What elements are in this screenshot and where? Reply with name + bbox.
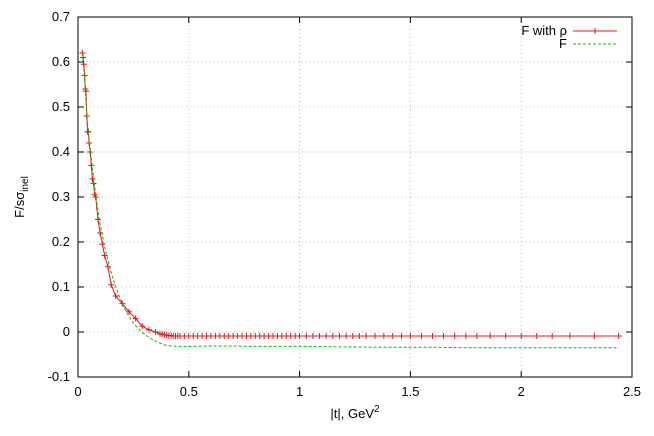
- series-0-point: [316, 333, 323, 340]
- series-0-point: [429, 333, 436, 340]
- series-0-point: [533, 333, 540, 340]
- y-tick-label: 0.6: [52, 54, 70, 69]
- y-axis-label-base: F/s: [12, 199, 27, 218]
- y-axis-label-sigma: σ: [12, 192, 27, 200]
- series-0-point: [108, 281, 115, 288]
- legend-label-f: F: [559, 36, 567, 51]
- series-0-point: [152, 329, 159, 335]
- series-line-1: [81, 52, 619, 349]
- series-0-point: [125, 308, 132, 315]
- series-0-point: [363, 333, 370, 340]
- series-0-point: [101, 252, 108, 259]
- axis-ticks: 0 0.5 1 1.5 2 2.5 -0.1 0 0.1 0.2 0.3 0.4 0.5 0.6 0.7: [48, 9, 641, 399]
- series-0-point: [487, 333, 494, 340]
- y-tick-label: 0.1: [52, 279, 70, 294]
- series-0-point: [371, 333, 378, 340]
- series-0-point: [119, 300, 126, 307]
- legend-label-f-with-rho: F with ρ: [521, 23, 567, 38]
- series-0-point: [343, 333, 350, 340]
- y-tick-label: 0.5: [52, 99, 70, 114]
- series-0-point: [398, 333, 405, 340]
- series-0-point: [303, 333, 310, 340]
- y-tick-label: 0.4: [52, 144, 70, 159]
- x-axis-label-superscript: 2: [374, 404, 380, 415]
- series-0-point: [418, 333, 425, 340]
- series-0-point: [88, 162, 95, 169]
- legend: F with ρ F: [521, 23, 617, 51]
- series-0-point: [380, 333, 387, 340]
- series-0-point: [591, 333, 598, 340]
- series-0-point: [132, 315, 139, 322]
- x-tick-label: 1: [296, 384, 303, 399]
- series-0-point: [407, 333, 414, 340]
- series-0-point: [112, 293, 119, 299]
- x-axis-label-base: |t|, GeV: [330, 406, 374, 421]
- y-tick-label: -0.1: [48, 369, 70, 384]
- y-tick-label: 0: [63, 324, 70, 339]
- x-tick-label: 2.5: [623, 384, 641, 399]
- series-0-point: [89, 176, 96, 182]
- series-0-point: [139, 323, 146, 330]
- series-layer: [79, 50, 622, 349]
- y-axis-label: F/sσinel: [12, 176, 31, 218]
- grid-lines: [78, 17, 632, 377]
- y-axis-label-subscript: inel: [20, 176, 31, 192]
- x-tick-label: 0.5: [180, 384, 198, 399]
- series-0-point: [615, 333, 622, 340]
- y-tick-label: 0.3: [52, 189, 70, 204]
- series-0-point: [549, 333, 556, 340]
- y-tick-label: 0.7: [52, 9, 70, 24]
- series-0-point: [94, 216, 101, 223]
- series-0-point: [309, 333, 316, 340]
- series-0-point: [356, 333, 363, 340]
- series-0-point: [329, 333, 336, 340]
- legend-marker-f-with-rho: [592, 28, 598, 34]
- series-0-point: [145, 326, 152, 333]
- series-0-point: [296, 333, 303, 340]
- series-0-point: [336, 333, 343, 340]
- x-tick-label: 0: [74, 384, 81, 399]
- series-0-point: [566, 333, 573, 340]
- series-0-point: [462, 333, 469, 340]
- series-0-point: [389, 333, 396, 340]
- series-0-point: [323, 333, 330, 340]
- series-0-point: [451, 333, 458, 340]
- series-0-point: [502, 333, 509, 340]
- series-0-point: [473, 333, 480, 340]
- series-0-point: [349, 333, 356, 340]
- x-tick-label: 2: [518, 384, 525, 399]
- series-0-point: [518, 333, 525, 340]
- series-0-point: [82, 88, 89, 95]
- series-0-point: [90, 180, 97, 187]
- x-tick-label: 1.5: [401, 384, 419, 399]
- series-0-point: [440, 333, 447, 340]
- x-axis-label: |t|, GeV2: [330, 404, 380, 421]
- y-tick-label: 0.2: [52, 234, 70, 249]
